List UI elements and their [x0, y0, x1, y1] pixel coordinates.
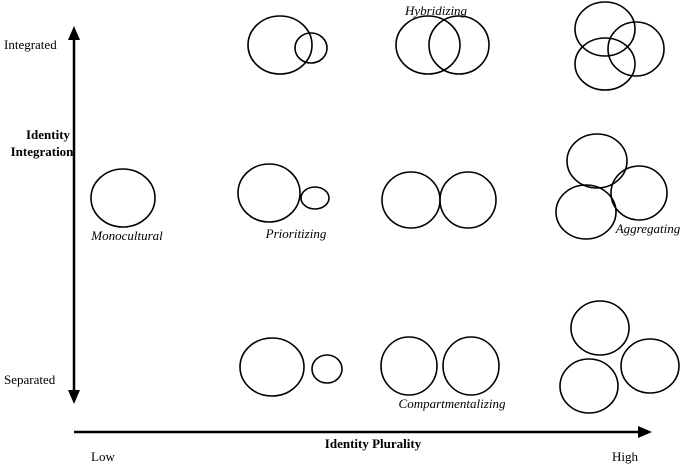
x-axis	[74, 426, 652, 438]
integrated-small-overlap	[247, 15, 328, 75]
identity-circle	[610, 165, 668, 221]
prioritizing-label: Prioritizing	[265, 226, 327, 241]
identity-circle	[439, 171, 497, 229]
identity-circle	[620, 338, 680, 394]
identity-circle	[555, 184, 617, 240]
identity-circle	[239, 337, 305, 397]
integrated-label: Integrated	[4, 37, 57, 52]
monocultural-configuration: Monocultural	[90, 168, 163, 243]
separated-triple	[559, 300, 680, 414]
touching-equal-pair	[381, 171, 497, 229]
compartmentalizing-label: Compartmentalizing	[399, 396, 506, 411]
x-axis-arrow-right	[638, 426, 652, 438]
identity-circle	[559, 358, 619, 414]
identity-circle	[300, 186, 330, 210]
hybridizing-label: Hybridizing	[404, 3, 468, 18]
x-axis-title: Identity Plurality	[325, 436, 422, 451]
integrated-triple-overlap	[574, 1, 665, 91]
y-axis-title-line2: Integration	[11, 144, 75, 159]
identity-circle	[380, 336, 438, 396]
compartmentalizing-configuration: Compartmentalizing	[380, 336, 506, 411]
y-axis-arrow-up	[68, 26, 80, 40]
y-axis-arrow-down	[68, 390, 80, 404]
identity-circle	[237, 163, 301, 223]
identity-circle	[311, 354, 343, 384]
identity-circle	[90, 168, 156, 228]
monocultural-label: Monocultural	[90, 228, 163, 243]
identity-circle	[607, 21, 665, 77]
low-label: Low	[91, 449, 115, 464]
aggregating-configuration: Aggregating	[555, 133, 681, 240]
y-axis	[68, 26, 80, 404]
identity-circle	[442, 336, 500, 396]
identity-circle	[574, 1, 636, 57]
separated-unequal-pair	[239, 337, 343, 397]
separated-label: Separated	[4, 372, 56, 387]
identity-circle	[381, 171, 441, 229]
identity-circle	[574, 37, 636, 91]
aggregating-label: Aggregating	[615, 221, 681, 236]
prioritizing-configuration: Prioritizing	[237, 163, 330, 241]
y-axis-title-line1: Identity	[26, 127, 71, 142]
identity-circle	[395, 15, 461, 75]
identity-circle	[570, 300, 630, 356]
identity-circle	[428, 15, 490, 75]
identity-circle	[294, 32, 328, 64]
identity-circle	[566, 133, 628, 189]
hybridizing-configuration: Hybridizing	[395, 3, 490, 75]
high-label: High	[612, 449, 639, 464]
identity-circle	[247, 15, 313, 75]
